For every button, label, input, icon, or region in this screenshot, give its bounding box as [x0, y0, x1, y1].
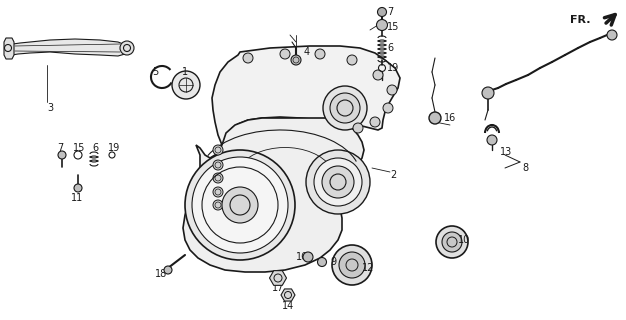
- Circle shape: [172, 71, 200, 99]
- Polygon shape: [10, 39, 128, 56]
- Polygon shape: [4, 38, 14, 59]
- Circle shape: [120, 41, 134, 55]
- Circle shape: [482, 87, 494, 99]
- Circle shape: [353, 123, 363, 133]
- Polygon shape: [183, 118, 364, 272]
- Text: 15: 15: [387, 22, 399, 32]
- Circle shape: [213, 173, 223, 183]
- Circle shape: [74, 184, 82, 192]
- Circle shape: [213, 145, 223, 155]
- Text: 19: 19: [387, 63, 399, 73]
- Text: 16: 16: [444, 113, 456, 123]
- Text: 6: 6: [387, 43, 393, 53]
- Circle shape: [370, 117, 380, 127]
- Text: 1: 1: [182, 67, 188, 77]
- Text: 6: 6: [92, 143, 98, 153]
- Text: 19: 19: [108, 143, 120, 153]
- Text: 11: 11: [71, 193, 83, 203]
- Circle shape: [607, 30, 617, 40]
- Text: 8: 8: [522, 163, 528, 173]
- Circle shape: [58, 151, 66, 159]
- Circle shape: [303, 252, 313, 262]
- Circle shape: [315, 49, 325, 59]
- Circle shape: [222, 187, 258, 223]
- Circle shape: [330, 93, 360, 123]
- Circle shape: [243, 53, 253, 63]
- Circle shape: [376, 20, 387, 30]
- Text: 2: 2: [390, 170, 396, 180]
- Circle shape: [317, 258, 327, 267]
- Text: 12: 12: [362, 263, 374, 273]
- Circle shape: [383, 103, 393, 113]
- Text: 7: 7: [387, 7, 393, 17]
- Text: 5: 5: [152, 67, 158, 77]
- Text: 17: 17: [272, 283, 284, 293]
- Circle shape: [373, 70, 383, 80]
- Circle shape: [280, 49, 290, 59]
- Circle shape: [213, 160, 223, 170]
- Text: 3: 3: [47, 103, 53, 113]
- Circle shape: [332, 245, 372, 285]
- Circle shape: [436, 226, 468, 258]
- Circle shape: [192, 157, 288, 253]
- Circle shape: [347, 55, 357, 65]
- Circle shape: [387, 85, 397, 95]
- Circle shape: [306, 150, 370, 214]
- Circle shape: [339, 252, 365, 278]
- Text: 10: 10: [458, 235, 470, 245]
- Circle shape: [164, 266, 172, 274]
- Text: 14: 14: [282, 301, 294, 311]
- Circle shape: [213, 200, 223, 210]
- Text: FR.: FR.: [570, 15, 590, 25]
- Circle shape: [314, 158, 362, 206]
- Circle shape: [429, 112, 441, 124]
- Circle shape: [377, 7, 386, 17]
- Circle shape: [213, 187, 223, 197]
- Circle shape: [322, 166, 354, 198]
- Circle shape: [442, 232, 462, 252]
- Circle shape: [185, 150, 295, 260]
- Circle shape: [291, 55, 301, 65]
- Circle shape: [323, 86, 367, 130]
- Text: 13: 13: [500, 147, 512, 157]
- Text: 15: 15: [73, 143, 85, 153]
- Text: 7: 7: [57, 143, 63, 153]
- Text: 4: 4: [304, 47, 310, 57]
- Circle shape: [487, 135, 497, 145]
- Polygon shape: [212, 46, 400, 150]
- Text: 9: 9: [330, 257, 336, 267]
- Text: 18: 18: [155, 269, 167, 279]
- Text: 16: 16: [296, 252, 308, 262]
